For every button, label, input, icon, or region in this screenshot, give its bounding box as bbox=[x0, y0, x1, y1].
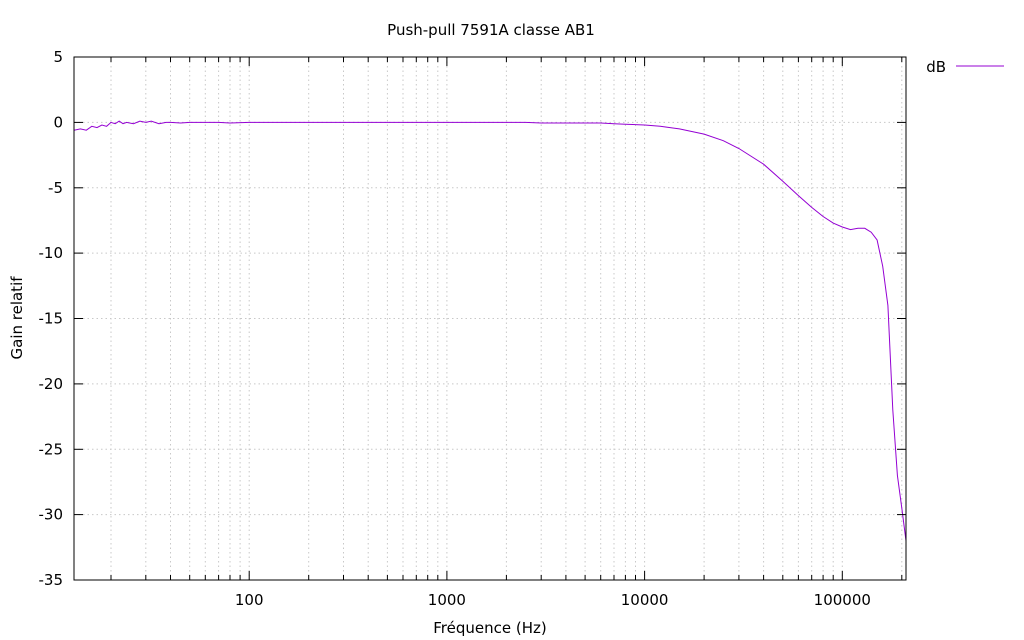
y-tick-label: -5 bbox=[48, 179, 63, 197]
legend: dB bbox=[926, 58, 1004, 76]
y-tick-label: -30 bbox=[39, 506, 64, 524]
x-tick-label: 100000 bbox=[814, 591, 871, 609]
y-tick-label: 0 bbox=[53, 113, 63, 131]
series-line-dB bbox=[73, 120, 907, 541]
legend-label-dB: dB bbox=[926, 58, 946, 76]
y-tick-label: -35 bbox=[39, 571, 64, 589]
x-tick-label: 100 bbox=[235, 591, 264, 609]
chart-title: Push-pull 7591A classe AB1 bbox=[387, 21, 595, 39]
y-tick-label: -20 bbox=[39, 375, 64, 393]
x-tick-labels: 100 1000 10000 100000 bbox=[235, 591, 871, 609]
y-tick-labels: 5 0 -5 -10 -15 -20 -25 -30 -35 bbox=[39, 48, 64, 589]
x-tick-label: 1000 bbox=[428, 591, 466, 609]
y-tick-label: -10 bbox=[39, 244, 64, 262]
axis-ticks bbox=[74, 56, 906, 581]
y-tick-label: 5 bbox=[53, 48, 63, 66]
y-axis-label: Gain relatif bbox=[8, 276, 26, 360]
y-tick-label: -15 bbox=[39, 310, 64, 328]
grid-lines bbox=[74, 57, 906, 580]
x-axis-label: Fréquence (Hz) bbox=[433, 619, 546, 637]
y-tick-label: -25 bbox=[39, 440, 64, 458]
x-tick-label: 10000 bbox=[621, 591, 669, 609]
